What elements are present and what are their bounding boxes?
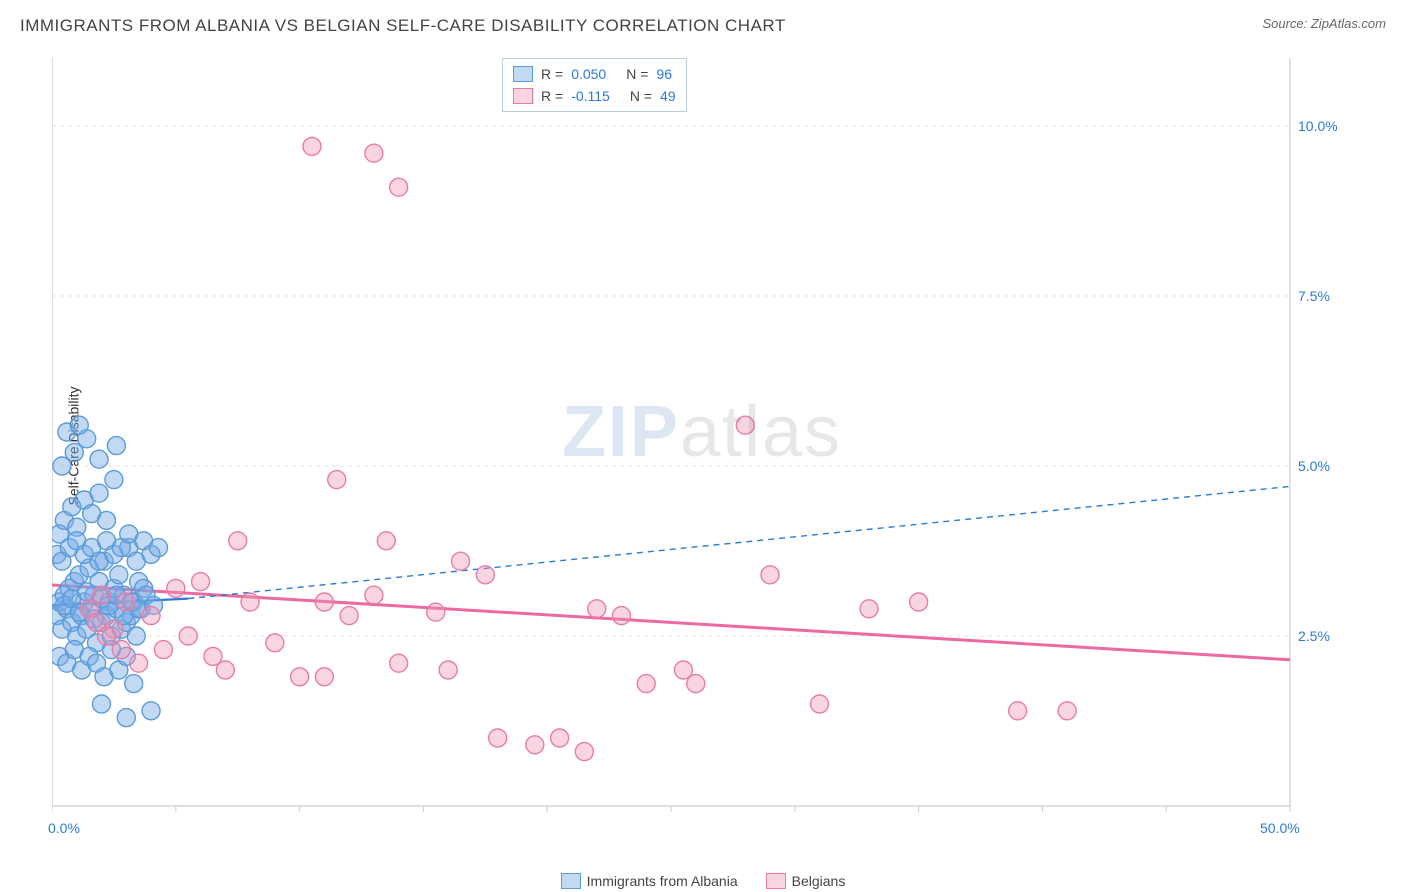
series-legend: Immigrants from Albania Belgians [0, 873, 1406, 892]
svg-text:10.0%: 10.0% [1298, 118, 1338, 134]
legend-item: Immigrants from Albania [561, 873, 738, 889]
scatter-plot: 2.5%5.0%7.5%10.0% ZIPatlas R = 0.050N = … [52, 58, 1352, 838]
correlation-legend: R = 0.050N = 96R = -0.115N = 49 [502, 58, 687, 112]
x-tick-max: 50.0% [1260, 820, 1300, 836]
svg-text:7.5%: 7.5% [1298, 288, 1330, 304]
source-credit: Source: ZipAtlas.com [1262, 16, 1386, 31]
svg-text:2.5%: 2.5% [1298, 628, 1330, 644]
chart-svg: 2.5% 5.0% 7.5% 10.0% [52, 58, 1352, 838]
svg-text:5.0%: 5.0% [1298, 458, 1330, 474]
legend-item: Belgians [766, 873, 846, 889]
x-tick-min: 0.0% [48, 820, 80, 836]
page-title: IMMIGRANTS FROM ALBANIA VS BELGIAN SELF-… [20, 16, 786, 35]
